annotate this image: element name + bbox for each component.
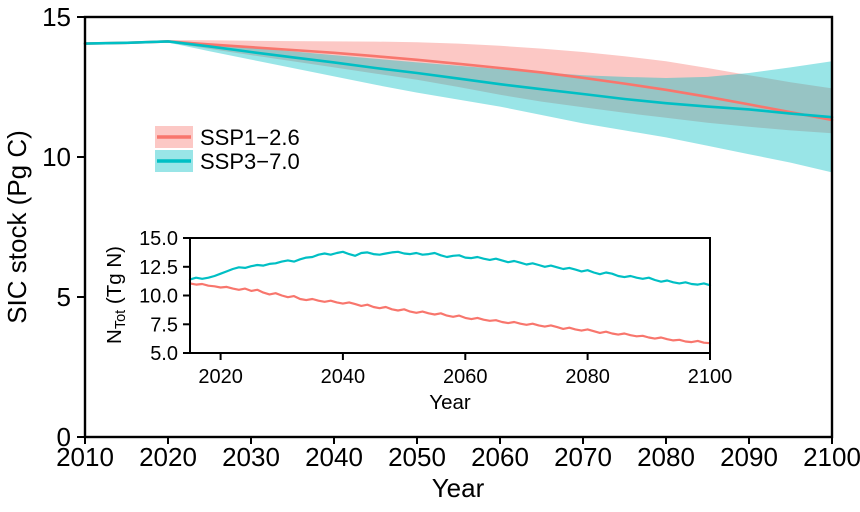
legend-item-ssp1: SSP1−2.6 — [155, 125, 300, 150]
main-plot-series — [83, 40, 834, 173]
inset-x-tick-label: 2040 — [321, 366, 366, 388]
inset-y-tick-label: 10.0 — [139, 286, 178, 308]
inset-y-tick-label: 7.5 — [150, 314, 178, 336]
legend-label-ssp1: SSP1−2.6 — [200, 125, 300, 150]
main-y-axis-label: SIC stock (Pg C) — [2, 130, 32, 324]
inset-axes: 2020 2040 2060 2080 2100 5.0 7.5 10.0 12.5 15.0 — [139, 228, 732, 388]
main-plot-border — [83, 15, 834, 439]
main-x-axis-label: Year — [432, 473, 485, 503]
main-x-tick-label: 2020 — [139, 442, 197, 472]
main-x-tick-label: 2040 — [305, 442, 363, 472]
main-x-tick-label: 2100 — [803, 442, 860, 472]
inset-y-tick-label: 5.0 — [150, 343, 178, 365]
main-x-tick-label: 2090 — [720, 442, 778, 472]
legend-item-ssp3: SSP3−7.0 — [155, 149, 300, 174]
line-SSP3−7.0 — [83, 40, 834, 119]
main-x-tick-label: 2070 — [554, 442, 612, 472]
main-x-tick-label: 2030 — [222, 442, 280, 472]
line-SSP1−2.6 — [83, 40, 834, 122]
inset-x-tick-label: 2020 — [198, 366, 243, 388]
main-y-tick-label: 10 — [42, 142, 71, 172]
inset-line-SSP1−2.6 — [188, 282, 712, 345]
main-axes: 2010 2020 2030 2040 2050 2060 2070 2080 2090 2100… — [42, 2, 860, 472]
inset-y-tick-label: 12.5 — [139, 257, 178, 279]
inset-x-tick-label: 2060 — [443, 366, 488, 388]
main-y-tick-label: 0 — [57, 422, 71, 452]
main-x-tick-label: 2080 — [637, 442, 695, 472]
inset-line-SSP3−7.0 — [188, 250, 712, 287]
inset-x-tick-label: 2100 — [688, 366, 733, 388]
inset-plot-series — [188, 250, 712, 345]
main-y-tick-label: 15 — [42, 2, 71, 32]
inset-x-tick-label: 2080 — [565, 366, 610, 388]
legend: SSP1−2.6 SSP3−7.0 — [155, 125, 300, 174]
inset-y-axis-label: NTot (Tg N) — [103, 246, 129, 344]
legend-label-ssp3: SSP3−7.0 — [200, 149, 300, 174]
main-x-tick-label: 2050 — [388, 442, 446, 472]
inset-y-tick-label: 15.0 — [139, 228, 178, 250]
band-SSP1−2.6 — [85, 40, 832, 134]
band-SSP3−7.0 — [85, 40, 832, 173]
main-x-tick-label: 2010 — [56, 442, 114, 472]
main-y-tick-label: 5 — [57, 282, 71, 312]
inset-x-axis-label: Year — [429, 391, 471, 414]
main-x-tick-label: 2060 — [471, 442, 529, 472]
